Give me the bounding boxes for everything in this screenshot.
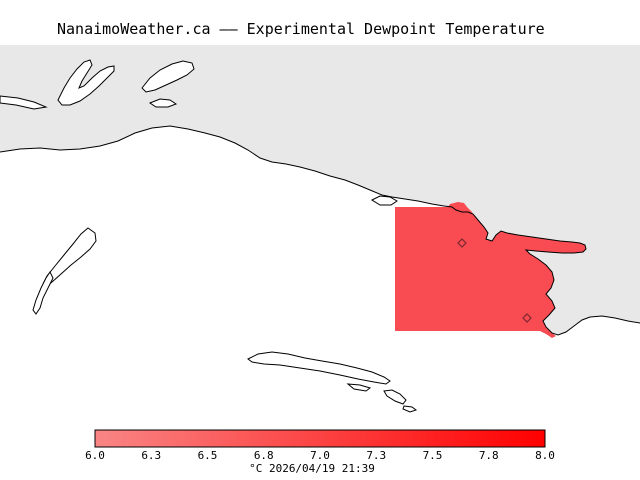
island-shape xyxy=(383,389,407,405)
island-shape xyxy=(32,271,54,315)
coastline-path xyxy=(0,125,640,336)
dewpoint-overlay-region xyxy=(395,202,586,338)
colorbar-tick-label: 8.0 xyxy=(535,449,555,462)
island-shape xyxy=(346,383,372,392)
island-shape xyxy=(247,351,391,385)
inlet-shape xyxy=(141,60,195,93)
island-shape xyxy=(370,195,398,206)
page-title: NanaimoWeather.ca —— Experimental Dewpoi… xyxy=(57,20,545,38)
colorbar-caption: °C 2026/04/19 21:39 xyxy=(249,462,375,475)
colorbar-tick-label: 7.0 xyxy=(310,449,330,462)
inlet-shape xyxy=(57,59,115,106)
colorbar-tick-label: 6.3 xyxy=(141,449,162,462)
colorbar-tick-label: 7.3 xyxy=(366,449,387,462)
station-marker-diamond-icon xyxy=(522,313,532,323)
colorbar-tick-label: 7.5 xyxy=(422,449,443,462)
colorbar-tick-label: 6.0 xyxy=(85,449,105,462)
island-shape xyxy=(402,405,418,413)
colorbar-tick-label: 6.5 xyxy=(197,449,218,462)
land-region xyxy=(0,45,640,335)
colorbar-gradient-rect xyxy=(94,429,546,448)
inlet-shape xyxy=(148,98,178,108)
station-markers xyxy=(457,238,532,323)
inlet-shape xyxy=(0,95,48,110)
colorbar-tick-label: 6.8 xyxy=(253,449,274,462)
station-marker-diamond-icon xyxy=(457,238,467,248)
colorbar-tick-label: 7.8 xyxy=(478,449,499,462)
